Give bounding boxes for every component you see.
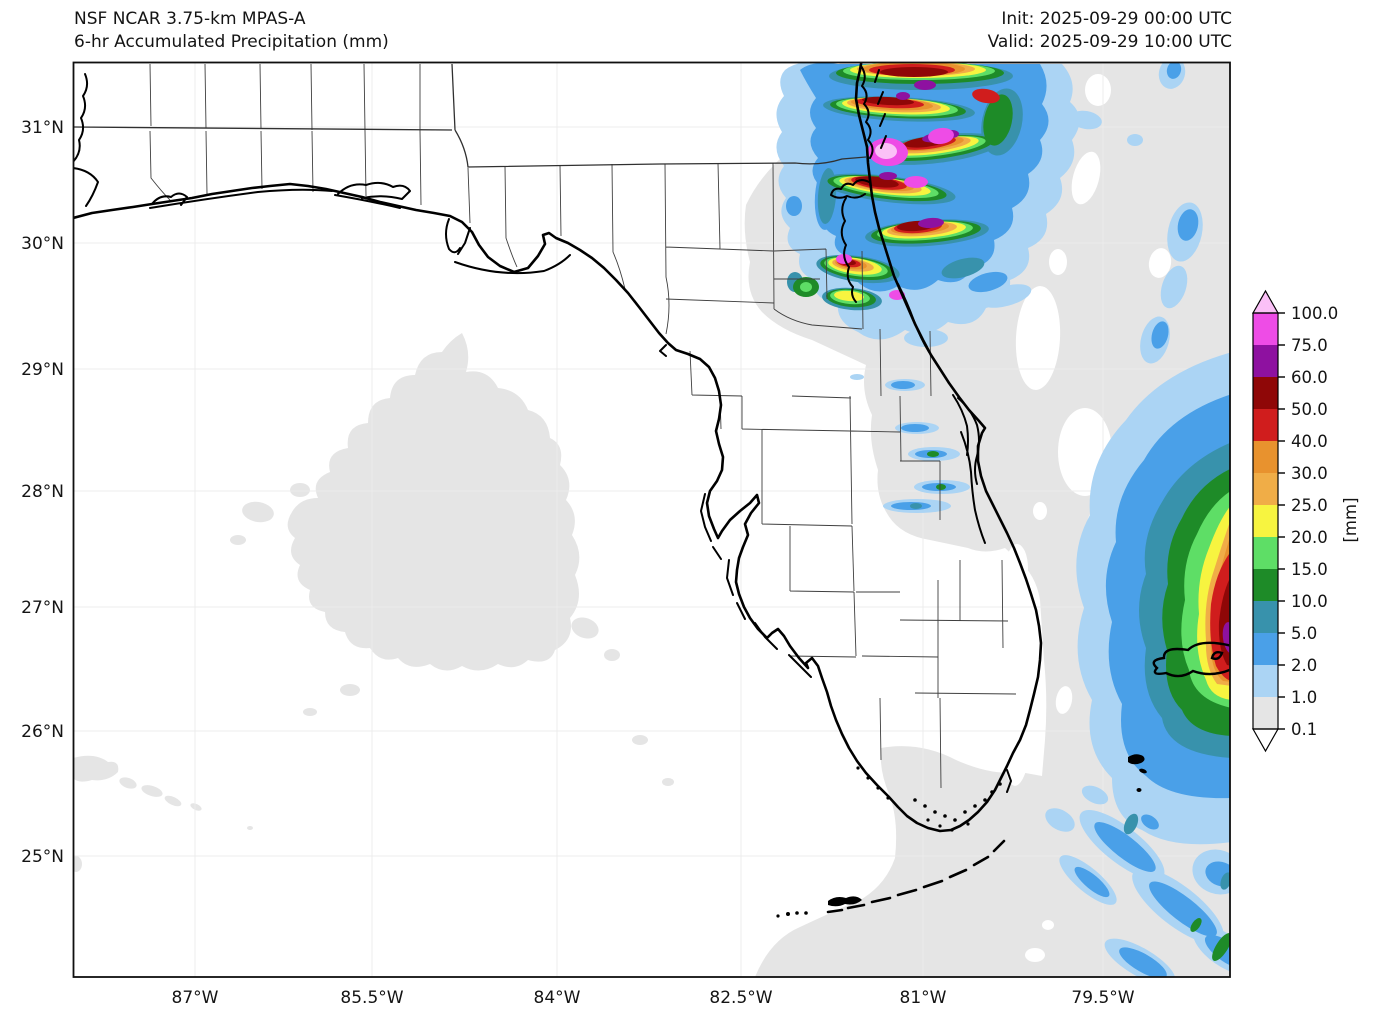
colorbar-segment	[1253, 313, 1278, 345]
x-tick-label: 79.5°W	[1071, 988, 1134, 1008]
precip-streaks-central-florida	[850, 374, 970, 513]
florida-keys	[826, 839, 1006, 914]
colorbar-over-arrow	[1251, 289, 1280, 314]
y-tick-label: 26°N	[21, 722, 64, 742]
colorbar-tick-label: 0.1	[1291, 720, 1317, 739]
precip-system-offshore	[1076, 352, 1230, 845]
colorbar-segment	[1253, 441, 1278, 473]
precip-cluster-northeast-florida	[776, 62, 1102, 347]
y-tick-label: 29°N	[21, 360, 64, 380]
colorbar-segment	[1253, 601, 1278, 633]
figure-title: NSF NCAR 3.75-km MPAS-A 6-hr Accumulated…	[74, 8, 389, 54]
colorbar-outline	[1252, 312, 1279, 730]
x-tick-label: 87°W	[172, 988, 219, 1008]
y-tick-label: 25°N	[21, 847, 64, 867]
colorbar-tick-label: 40.0	[1291, 432, 1328, 451]
x-axis-labels: 87°W 85.5°W 84°W 82.5°W 81°W 79.5°W	[172, 988, 1135, 1008]
colorbar-tick-label: 2.0	[1291, 656, 1317, 675]
title-line-2: 6-hr Accumulated Precipitation (mm)	[74, 32, 389, 52]
y-tick-label: 31°N	[21, 118, 64, 138]
x-tick-label: 84°W	[534, 988, 581, 1008]
state-boundaries	[73, 63, 867, 168]
x-tick-label: 85.5°W	[340, 988, 403, 1008]
colorbar-segment	[1253, 377, 1278, 409]
y-tick-label: 30°N	[21, 234, 64, 254]
lower-keys	[828, 896, 862, 907]
colorbar-segment	[1253, 537, 1278, 569]
y-tick-label: 28°N	[21, 482, 64, 502]
valid-time-label: Valid: 2025-09-29 10:00 UTC	[987, 32, 1232, 52]
colorbar-segment	[1253, 473, 1278, 505]
bahamas-islands	[1128, 754, 1147, 792]
colorbar-segment	[1253, 345, 1278, 377]
colorbar-tick-label: 10.0	[1291, 592, 1328, 611]
colorbar-tick-label: 5.0	[1291, 624, 1317, 643]
colorbar-tick-label: 15.0	[1291, 560, 1328, 579]
colorbar-segment	[1253, 665, 1278, 697]
coastline	[73, 62, 1043, 833]
colorbar-segment	[1253, 697, 1278, 729]
county-boundaries	[149, 63, 1017, 789]
storm-track-contour	[1152, 641, 1230, 678]
x-tick-label: 82.5°W	[709, 988, 772, 1008]
colorbar-under-arrow	[1251, 728, 1280, 753]
coastal-details	[73, 65, 1012, 793]
map-frame	[72, 61, 1231, 978]
colorbar: 100.0 75.0 60.0 50.0 40.0 30.0 25.0 20.0 15.0 10.…	[1251, 289, 1360, 753]
colorbar-tick-label: 25.0	[1291, 496, 1328, 515]
colorbar-tick-label: 20.0	[1291, 528, 1328, 547]
y-tick-label: 27°N	[21, 598, 64, 618]
x-tick-label: 81°W	[900, 988, 947, 1008]
colorbar-tick-label: 50.0	[1291, 400, 1328, 419]
islet-dots	[776, 766, 1002, 918]
colorbar-segment	[1253, 633, 1278, 665]
colorbar-tick-label: 30.0	[1291, 464, 1328, 483]
run-timestamps: Init: 2025-09-29 00:00 UTC Valid: 2025-0…	[988, 8, 1232, 54]
colorbar-tick-label: 100.0	[1291, 304, 1338, 323]
colorbar-segment	[1253, 569, 1278, 601]
colorbar-segment	[1253, 505, 1278, 537]
precip-patches-right-edge	[1127, 62, 1203, 364]
colorbar-tick-label: 75.0	[1291, 336, 1328, 355]
precip-rainbands-lower-right	[1045, 785, 1230, 977]
y-axis-labels: 31°N 30°N 29°N 28°N 27°N 26°N 25°N	[21, 118, 64, 867]
title-line-1: NSF NCAR 3.75-km MPAS-A	[74, 9, 306, 29]
colorbar-tick-label: 60.0	[1291, 368, 1328, 387]
colorbar-units-label: [mm]	[1341, 497, 1360, 542]
colorbar-tick-label: 1.0	[1291, 688, 1317, 707]
colorbar-segment	[1253, 409, 1278, 441]
init-time-label: Init: 2025-09-29 00:00 UTC	[1001, 9, 1232, 29]
